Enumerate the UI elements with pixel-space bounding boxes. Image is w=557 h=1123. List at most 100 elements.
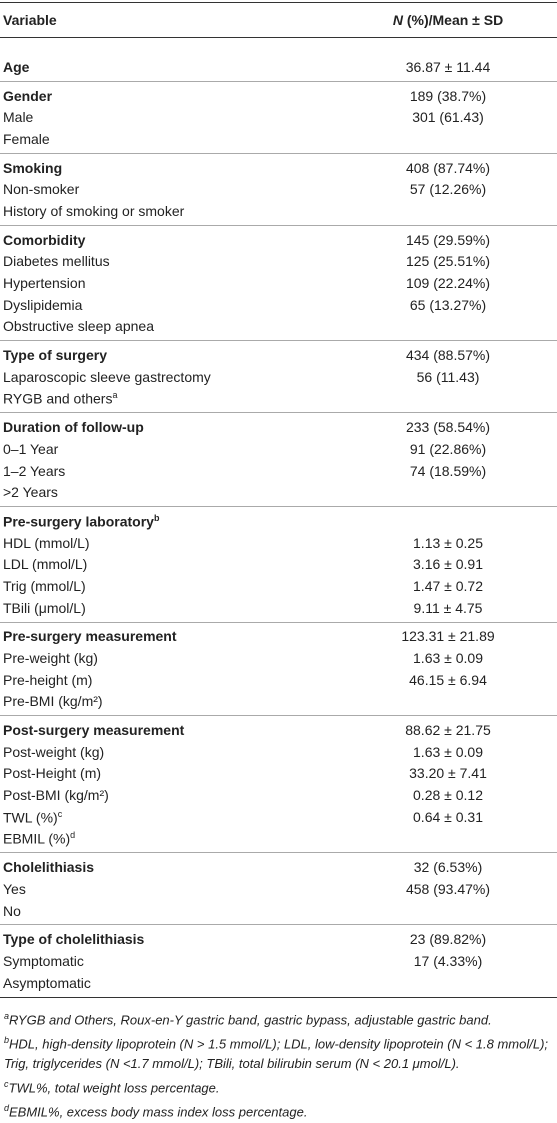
footnote-marker: b	[153, 512, 160, 523]
table-section: Smoking 408 (87.74%) Non-smoker 57 (12.26%)…	[0, 152, 557, 225]
row-value-cell: 36.87 ± 11.44	[345, 59, 557, 75]
row-value-cell: 1.63 ± 0.09	[345, 650, 557, 666]
row-value: 233 (58.54%)	[405, 419, 491, 436]
row-label-cell: 0–1 Year	[0, 441, 345, 457]
table-row: No	[0, 900, 557, 922]
table-row: Comorbidity 145 (29.59%)	[0, 229, 557, 251]
row-label: Post-Height (m)	[3, 765, 102, 782]
row-label: RYGB and others	[3, 390, 113, 407]
row-label-cell: Female	[0, 131, 345, 147]
table-row: 1–2 Years 74 (18.59%)	[0, 460, 557, 482]
row-label: TBili (μmol/L)	[3, 599, 86, 616]
row-label: Post-BMI (kg/m²)	[3, 787, 109, 804]
row-label-cell: History of smoking or smoker	[0, 203, 345, 219]
row-value-cell: 0.28 ± 0.12	[345, 787, 557, 803]
row-label: Laparoscopic sleeve gastrectomy	[3, 368, 211, 385]
row-value: 3.16 ± 0.91	[413, 556, 483, 573]
row-value-cell: 57 (12.26%)	[345, 181, 557, 197]
row-value: 109 (22.24%)	[405, 275, 491, 292]
table-row: Post-BMI (kg/m²) 0.28 ± 0.12	[0, 784, 557, 806]
row-value: 189 (38.7%)	[409, 87, 487, 104]
table-row: Age 36.87 ± 11.44	[0, 56, 557, 78]
row-label: History of smoking or smoker	[3, 202, 185, 219]
header-value-italic: N	[392, 12, 403, 28]
row-value: 1.63 ± 0.09	[413, 650, 483, 667]
table-row: History of smoking or smoker	[0, 200, 557, 222]
footnote-marker: d	[70, 830, 76, 841]
row-label: Male	[3, 109, 34, 126]
row-label-cell: Dyslipidemia	[0, 297, 345, 313]
row-value-cell: 123.31 ± 21.89	[345, 628, 557, 644]
row-label: Type of cholelithiasis	[3, 931, 145, 948]
table-row: Pre-surgery measurement 123.31 ± 21.89	[0, 626, 557, 648]
row-label: TWL (%)	[3, 809, 58, 826]
table-row: Non-smoker 57 (12.26%)	[0, 178, 557, 200]
row-label: Type of surgery	[3, 347, 107, 364]
row-value: 1.63 ± 0.09	[413, 743, 483, 760]
table-body: Age 36.87 ± 11.44 Gender 189 (38.7%) Male 301…	[0, 53, 557, 998]
row-label: Pre-surgery measurement	[3, 628, 177, 645]
row-label-cell: Duration of follow-up	[0, 419, 345, 435]
row-label: No	[3, 902, 21, 919]
row-label-cell: Gender	[0, 88, 345, 104]
row-label: >2 Years	[3, 484, 58, 501]
row-label-cell: Pre-weight (kg)	[0, 650, 345, 666]
table-row: Female	[0, 128, 557, 150]
row-value: 0.28 ± 0.12	[413, 787, 483, 804]
table-row: Asymptomatic	[0, 972, 557, 994]
row-value: 65 (13.27%)	[409, 296, 487, 313]
row-label: Age	[3, 58, 30, 75]
table-row: Obstructive sleep apnea	[0, 316, 557, 338]
row-label: Duration of follow-up	[3, 419, 144, 436]
row-label: Yes	[3, 880, 26, 897]
row-label-cell: Type of surgery	[0, 347, 345, 363]
row-label: Cholelithiasis	[3, 859, 95, 876]
footnote-text: EBMIL%, excess body mass index loss perc…	[9, 1104, 308, 1120]
row-label: LDL (mmol/L)	[3, 556, 88, 573]
row-label-cell: Comorbidity	[0, 232, 345, 248]
row-value-cell: 145 (29.59%)	[345, 232, 557, 248]
table-row: Cholelithiasis 32 (6.53%)	[0, 856, 557, 878]
row-value: 46.15 ± 6.94	[409, 671, 487, 688]
row-value: 125 (25.51%)	[405, 253, 491, 270]
footnote-text: HDL, high-density lipoprotein (N > 1.5 m…	[4, 1036, 549, 1072]
table-row: Post-weight (kg) 1.63 ± 0.09	[0, 741, 557, 763]
row-value-cell: 301 (61.43)	[345, 109, 557, 125]
row-value-cell: 88.62 ± 21.75	[345, 722, 557, 738]
table-section: Comorbidity 145 (29.59%) Diabetes mellitus…	[0, 224, 557, 340]
row-label-cell: Non-smoker	[0, 181, 345, 197]
table-row: TBili (μmol/L) 9.11 ± 4.75	[0, 597, 557, 619]
row-label: Post-surgery measurement	[3, 722, 185, 739]
row-value: 145 (29.59%)	[405, 231, 491, 248]
table-row: Type of surgery 434 (88.57%)	[0, 344, 557, 366]
table-row: Diabetes mellitus 125 (25.51%)	[0, 251, 557, 273]
row-label-cell: Male	[0, 109, 345, 125]
row-label: HDL (mmol/L)	[3, 534, 90, 551]
row-value: 91 (22.86%)	[409, 440, 487, 457]
row-value-cell: 74 (18.59%)	[345, 463, 557, 479]
table-row: Hypertension 109 (22.24%)	[0, 272, 557, 294]
row-value-cell: 91 (22.86%)	[345, 441, 557, 457]
footnote: aRYGB and Others, Roux-en-Y gastric band…	[4, 1006, 553, 1030]
table-row: >2 Years	[0, 481, 557, 503]
table-row: Trig (mmol/L) 1.47 ± 0.72	[0, 575, 557, 597]
table-row: 0–1 Year 91 (22.86%)	[0, 438, 557, 460]
row-value-cell: 3.16 ± 0.91	[345, 556, 557, 572]
row-label-cell: TBili (μmol/L)	[0, 600, 345, 616]
row-value-cell: 408 (87.74%)	[345, 160, 557, 176]
header-value: N (%)/Mean ± SD	[345, 12, 557, 28]
row-value-cell: 458 (93.47%)	[345, 881, 557, 897]
table-row: Duration of follow-up 233 (58.54%)	[0, 416, 557, 438]
header-value-rest: (%)/Mean ± SD	[402, 12, 504, 28]
table-section: Type of surgery 434 (88.57%) Laparoscopic …	[0, 340, 557, 412]
row-label-cell: Smoking	[0, 160, 345, 176]
row-value-cell: 189 (38.7%)	[345, 88, 557, 104]
table-section: Pre-surgery measurement 123.31 ± 21.89 Pre…	[0, 621, 557, 716]
footnote-text: RYGB and Others, Roux-en-Y gastric band,…	[9, 1011, 492, 1027]
table-row: Yes 458 (93.47%)	[0, 878, 557, 900]
row-value: 1.47 ± 0.72	[413, 577, 483, 594]
row-label-cell: Trig (mmol/L)	[0, 578, 345, 594]
row-value-cell: 33.20 ± 7.41	[345, 765, 557, 781]
row-label-cell: TWL (%)c	[0, 809, 345, 826]
